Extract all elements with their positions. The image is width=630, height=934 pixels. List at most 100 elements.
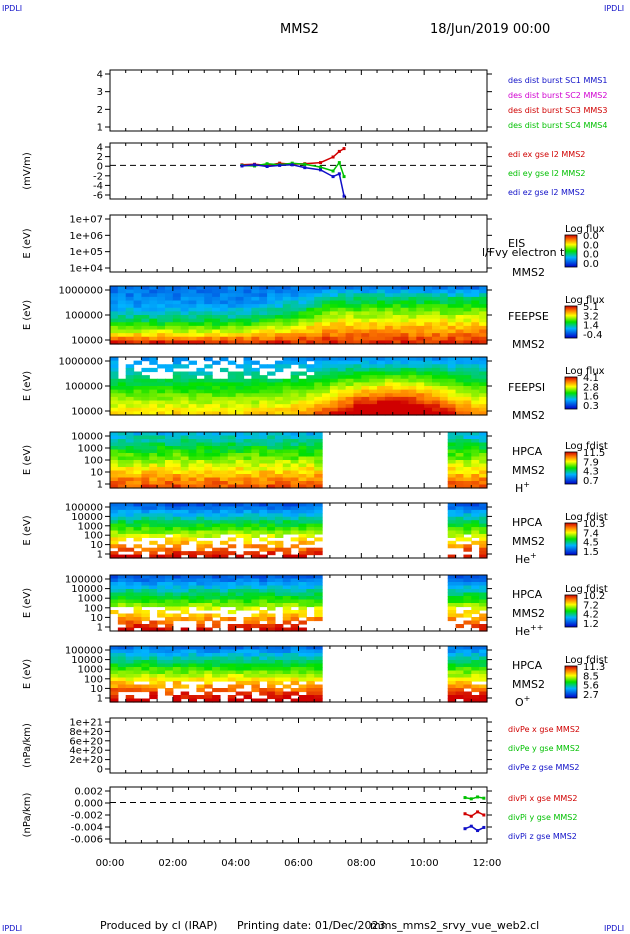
hpca_he-ylabel: E (eV) xyxy=(22,515,33,545)
divpi-ytick-label: 0.002 xyxy=(74,787,103,798)
x-axis-tick-label: 04:00 xyxy=(221,858,250,869)
divpi-ytick-label: -0.006 xyxy=(71,835,103,846)
edi-point xyxy=(303,166,307,170)
hpca_o-ytick-label: 10 xyxy=(90,684,103,695)
footer-printing-date: Printing date: 01/Dec/2023 xyxy=(237,919,386,932)
divpi-point xyxy=(463,827,467,831)
hpca_o-ytick-label: 100000 xyxy=(65,646,103,657)
hpca_o-colorbar-title: Log fdist xyxy=(565,655,608,666)
eis-frame xyxy=(109,214,488,273)
divpe-ytick-label: 4e+20 xyxy=(69,746,103,757)
feepsi-ytick-label: 1000000 xyxy=(58,357,103,368)
hpca_he-colorbar-tick: 4.5 xyxy=(583,538,599,549)
edi-point xyxy=(240,164,244,168)
divpi-ylabel: (nPa/km) xyxy=(22,793,33,838)
corner-label-top-left: IPDLI xyxy=(2,4,23,13)
feepsi-instrument-label: FEEPSI xyxy=(508,381,545,394)
feepsi-colorbar-tick: 2.8 xyxy=(583,382,599,393)
hpca_he-ytick-label: 10000 xyxy=(71,512,103,523)
edi-legend-item: edi ez gse l2 MMS2 xyxy=(508,188,585,197)
panel-eis: 1e+07 1e+06 1e+05 1e+04 E (eV) EIS MMS2 l/Fvy e… xyxy=(22,214,605,279)
hpca_he-ytick-label: 1000 xyxy=(78,521,103,532)
x-axis-tick-label: 10:00 xyxy=(410,858,439,869)
eis-ytick-label: 1e+04 xyxy=(69,264,103,275)
divpe-ytick-label: 1e+21 xyxy=(69,718,103,729)
feepsi-colorbar-tick: 4.1 xyxy=(583,373,599,384)
divpi-point xyxy=(469,824,473,828)
x-axis-tick-label: 00:00 xyxy=(96,858,125,869)
feepsi-colorbar-tick: 1.6 xyxy=(583,392,599,403)
corner-label-bottom-right: IPDLI xyxy=(604,924,625,933)
hpca_h-colorbar-tick: 7.9 xyxy=(583,457,599,468)
feepse-colorbar-tick: 1.4 xyxy=(583,321,599,332)
divpi-series-1 xyxy=(464,811,485,818)
burst-legend-item: des dist burst SC4 MMS4 xyxy=(508,121,607,130)
eis-instrument-label: EIS xyxy=(508,237,525,250)
hpca_he-spacecraft-label: MMS2 xyxy=(512,535,545,548)
edi-ytick-label: -4 xyxy=(93,181,103,192)
hpca_o-ytick-label: 100 xyxy=(84,674,103,685)
burst-legend-item: des dist burst SC1 MMS1 xyxy=(508,76,607,85)
hpca_he2-colorbar-tick: 1.2 xyxy=(583,619,599,630)
hpca_h-colorbar-title: Log fdist xyxy=(565,441,608,452)
panel-edi: 420-2-4-6 (mV/m) edi ex gse l2 MMS2 edi ey … xyxy=(22,142,586,202)
edi-point xyxy=(303,162,307,166)
hpca_o-colorbar-tick: 5.6 xyxy=(583,681,599,692)
feepsi-ytick-label: 10000 xyxy=(71,407,103,418)
hpca_o-colorbar-tick: 11.3 xyxy=(583,662,605,673)
divpi-point xyxy=(463,796,467,800)
hpca_he2-ytick-label: 100 xyxy=(84,603,103,614)
edi-point xyxy=(290,161,294,165)
divpi-point xyxy=(476,810,480,814)
eis-colorbar-title: Log flux xyxy=(565,224,605,235)
edi-point xyxy=(278,163,282,167)
hpca_he2-ytick-label: 10000 xyxy=(71,584,103,595)
edi-ytick-label: -6 xyxy=(93,191,103,202)
hpca_o-spacecraft-label: MMS2 xyxy=(512,678,545,691)
feepse-spacecraft-label: MMS2 xyxy=(512,338,545,351)
hpca_h-colorbar xyxy=(564,451,578,485)
hpca_h-ytick-label: 10 xyxy=(90,468,103,479)
feepse-colorbar xyxy=(564,305,578,339)
divpi-point xyxy=(482,825,486,829)
feepse-instrument-label: FEEPSE xyxy=(508,310,549,323)
hpca_he-colorbar-title: Log fdist xyxy=(565,512,608,523)
divpi-legend-item: divPi y gse MMS2 xyxy=(508,813,577,822)
divpe-legend-item: divPe z gse MMS2 xyxy=(508,763,579,772)
spacecraft-title: MMS2 xyxy=(280,22,319,37)
feepsi-spectrogram xyxy=(110,357,488,416)
divpi-series-2 xyxy=(464,796,485,800)
divpi-ytick-label: 0.000 xyxy=(74,799,103,810)
footer-filename: mms_mms2_srvy_vue_web2.cl xyxy=(370,919,540,932)
hpca_he2-species-label: He++ xyxy=(515,623,543,638)
edi-legend-item: edi ey gse l2 MMS2 xyxy=(508,169,586,178)
divpi-point xyxy=(463,812,467,816)
divpi-ytick-label: -0.002 xyxy=(71,811,103,822)
feepse-ytick-label: 100000 xyxy=(65,311,103,322)
hpca_he2-spectrogram xyxy=(110,575,488,632)
hpca_o-ytick-label: 1000 xyxy=(78,665,103,676)
divpi-point xyxy=(469,797,473,801)
burst-legend-item: des dist burst SC2 MMS2 xyxy=(508,91,607,100)
edi-point xyxy=(342,147,346,151)
hpca_he2-ytick-label: 100000 xyxy=(65,575,103,586)
edi-point xyxy=(342,194,346,198)
edi-point xyxy=(278,161,282,165)
eis-overlay-label: l/Fvy electron to xyxy=(482,246,571,259)
burst-ytick-label: 2 xyxy=(97,105,103,116)
hpca_he2-ytick-label: 1 xyxy=(97,623,103,634)
x-axis-tick-label: 08:00 xyxy=(347,858,376,869)
divpi-point xyxy=(469,814,473,818)
feepsi-colorbar xyxy=(564,376,578,410)
feepsi-spacecraft-label: MMS2 xyxy=(512,409,545,422)
hpca_he2-ylabel: E (eV) xyxy=(22,588,33,618)
edi-point xyxy=(331,169,335,173)
eis-colorbar-tick: 0.0 xyxy=(583,259,599,270)
divpi-legend-item: divPi z gse MMS2 xyxy=(508,832,577,841)
hpca_he-ytick-label: 1 xyxy=(97,550,103,561)
hpca_o-instrument-label: HPCA xyxy=(512,659,543,672)
divpi-series-3 xyxy=(464,825,485,832)
hpca_h-ytick-label: 1000 xyxy=(78,444,103,455)
